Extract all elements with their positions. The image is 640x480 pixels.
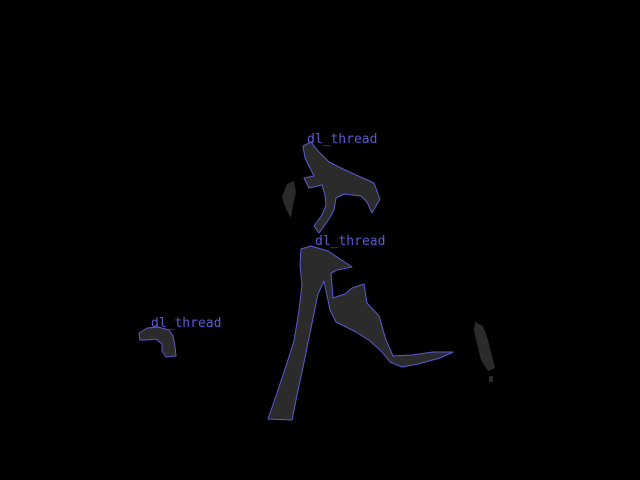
left-thread-label: dl_thread	[151, 316, 221, 331]
left-thread-region	[138, 326, 177, 358]
unlabeled-blob-right	[474, 322, 495, 371]
lower-thread-region	[267, 245, 454, 421]
lower-thread-label: dl_thread	[315, 234, 385, 249]
unlabeled-blob-left	[282, 181, 296, 218]
unlabeled-blob-right-dot	[489, 376, 493, 382]
upper-thread-region	[302, 141, 381, 234]
upper-thread-label: dl_thread	[307, 132, 377, 147]
